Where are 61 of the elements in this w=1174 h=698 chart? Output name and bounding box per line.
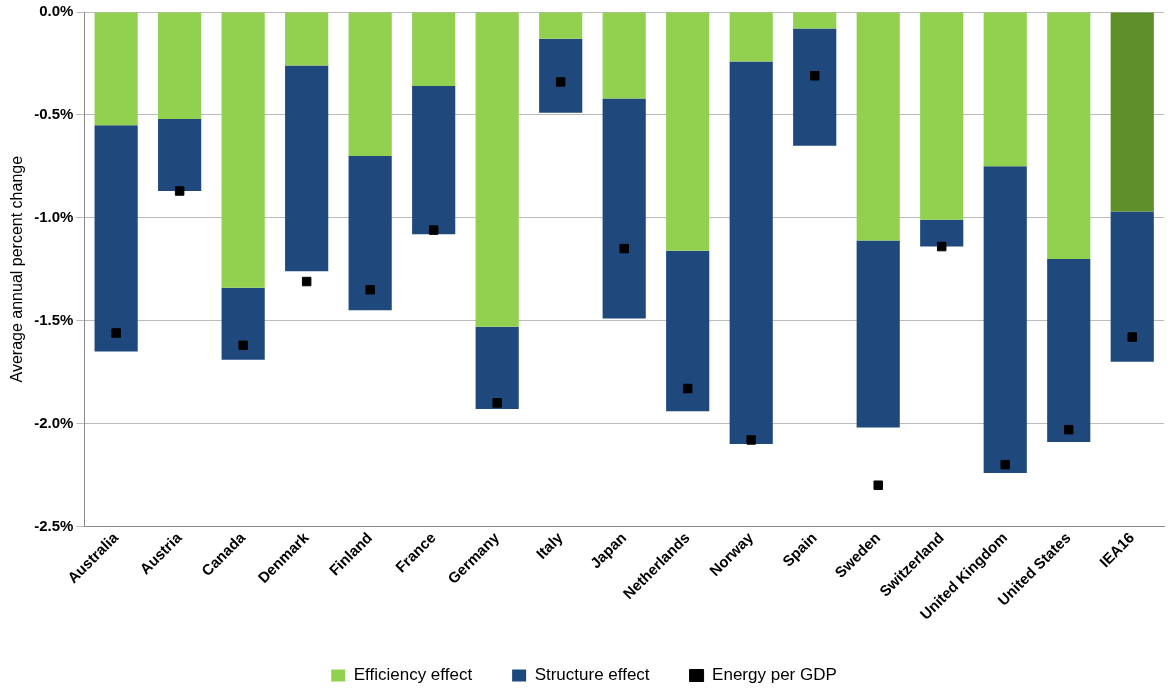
- y-tick-label: -1.0%: [34, 207, 74, 225]
- point: [809, 71, 820, 81]
- bar: [920, 219, 964, 247]
- point: [746, 435, 756, 445]
- legend-label: Energy per GDP: [712, 665, 837, 685]
- bar: [602, 98, 646, 319]
- y-tick-label: -0.5%: [34, 105, 74, 123]
- legend-label: Efficiency effect: [353, 665, 473, 685]
- bar: [856, 240, 900, 428]
- bar: [602, 12, 646, 99]
- bar: [666, 12, 710, 251]
- point: [428, 225, 439, 235]
- point: [492, 398, 502, 408]
- y-tick-label: -2.0%: [34, 413, 74, 431]
- point: [936, 241, 947, 252]
- bar: [729, 12, 773, 62]
- bar: [920, 12, 964, 220]
- bar: [475, 12, 519, 327]
- point: [1127, 332, 1137, 342]
- bar: [1110, 12, 1154, 212]
- bar: [412, 86, 456, 235]
- bar: [1110, 211, 1154, 362]
- bar: [539, 12, 583, 39]
- bar: [158, 118, 202, 191]
- bar: [729, 61, 773, 445]
- y-axis-title: Average annual percent change: [8, 155, 26, 383]
- bar: [285, 65, 329, 272]
- point: [682, 383, 693, 394]
- bar: [412, 12, 456, 87]
- point: [238, 340, 248, 351]
- point: [1000, 459, 1010, 470]
- point: [619, 243, 629, 254]
- bar: [348, 156, 392, 311]
- bar: [793, 12, 837, 29]
- bar: [1047, 258, 1091, 443]
- bar: [221, 287, 265, 360]
- bar: [158, 12, 202, 119]
- bar: [348, 12, 392, 157]
- bar: [856, 12, 900, 241]
- point: [555, 77, 566, 87]
- bar: [1047, 12, 1091, 259]
- bar: [793, 28, 837, 146]
- bar: [94, 12, 138, 126]
- y-tick-label: -1.5%: [34, 310, 74, 328]
- bar: [666, 250, 710, 412]
- bar: [285, 12, 329, 66]
- y-tick-label: 0.0%: [39, 2, 74, 20]
- point: [1064, 424, 1074, 435]
- bar: [221, 12, 265, 288]
- bar: [983, 12, 1027, 167]
- point: [111, 328, 121, 338]
- bar: [983, 166, 1027, 473]
- bar: [475, 326, 519, 410]
- bar: [539, 38, 583, 113]
- legend-label: Structure effect: [534, 665, 650, 685]
- bar: [94, 125, 138, 352]
- y-tick-label: -2.5%: [34, 516, 74, 534]
- point: [174, 186, 185, 196]
- point: [873, 480, 883, 490]
- point: [365, 285, 375, 295]
- point: [301, 276, 312, 287]
